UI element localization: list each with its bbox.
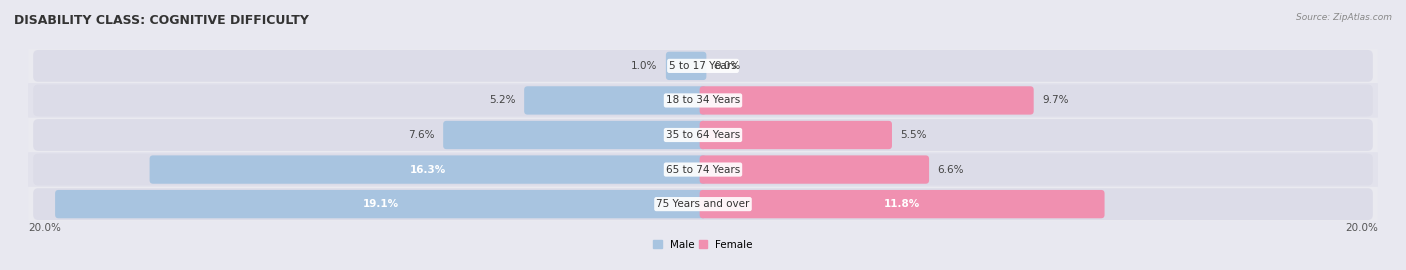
Text: 7.6%: 7.6% (408, 130, 434, 140)
FancyBboxPatch shape (524, 86, 706, 114)
Text: 5 to 17 Years: 5 to 17 Years (669, 61, 737, 71)
FancyBboxPatch shape (34, 119, 1372, 151)
Text: 35 to 64 Years: 35 to 64 Years (666, 130, 740, 140)
FancyBboxPatch shape (28, 49, 1378, 83)
FancyBboxPatch shape (34, 154, 1372, 185)
Text: 6.6%: 6.6% (938, 164, 965, 175)
Legend: Male, Female: Male, Female (650, 236, 756, 254)
Text: 20.0%: 20.0% (28, 223, 60, 233)
FancyBboxPatch shape (28, 152, 1378, 187)
FancyBboxPatch shape (700, 156, 929, 184)
Text: 16.3%: 16.3% (411, 164, 446, 175)
FancyBboxPatch shape (34, 50, 1372, 82)
Text: Source: ZipAtlas.com: Source: ZipAtlas.com (1296, 14, 1392, 22)
FancyBboxPatch shape (149, 156, 706, 184)
Text: DISABILITY CLASS: COGNITIVE DIFFICULTY: DISABILITY CLASS: COGNITIVE DIFFICULTY (14, 14, 309, 26)
Text: 9.7%: 9.7% (1042, 95, 1069, 106)
Text: 75 Years and over: 75 Years and over (657, 199, 749, 209)
Text: 5.5%: 5.5% (900, 130, 927, 140)
FancyBboxPatch shape (666, 52, 706, 80)
Text: 19.1%: 19.1% (363, 199, 399, 209)
FancyBboxPatch shape (700, 190, 1105, 218)
FancyBboxPatch shape (28, 118, 1378, 152)
FancyBboxPatch shape (700, 121, 891, 149)
FancyBboxPatch shape (55, 190, 706, 218)
Text: 0.0%: 0.0% (714, 61, 741, 71)
Text: 1.0%: 1.0% (631, 61, 658, 71)
Text: 18 to 34 Years: 18 to 34 Years (666, 95, 740, 106)
FancyBboxPatch shape (34, 85, 1372, 116)
FancyBboxPatch shape (28, 187, 1378, 221)
FancyBboxPatch shape (34, 188, 1372, 220)
Text: 65 to 74 Years: 65 to 74 Years (666, 164, 740, 175)
Text: 5.2%: 5.2% (489, 95, 516, 106)
FancyBboxPatch shape (700, 86, 1033, 114)
Text: 20.0%: 20.0% (1346, 223, 1378, 233)
FancyBboxPatch shape (443, 121, 706, 149)
FancyBboxPatch shape (28, 83, 1378, 118)
Text: 11.8%: 11.8% (884, 199, 920, 209)
